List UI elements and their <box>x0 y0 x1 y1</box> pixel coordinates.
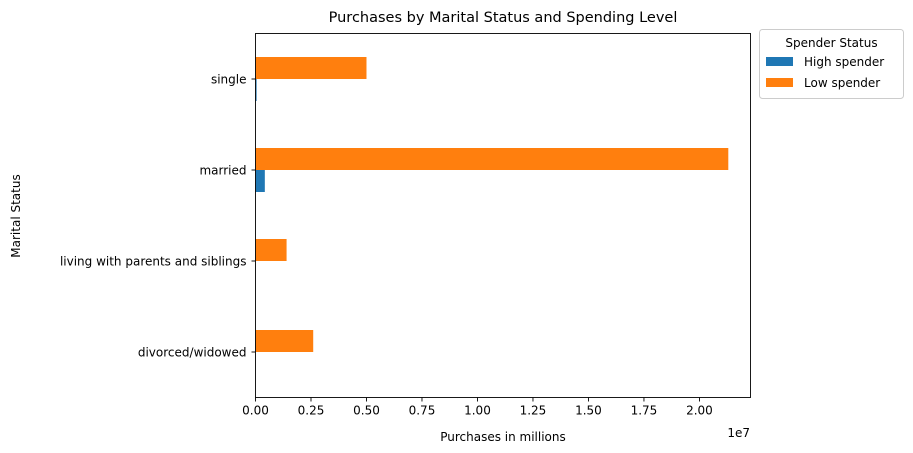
bar-low-spender-divorced-widowed <box>255 330 314 352</box>
y-tick-label: divorced/widowed <box>138 346 247 360</box>
x-tick-label: 1.50 <box>575 404 602 418</box>
legend-title: Spender Status <box>785 36 877 50</box>
plot-area: 0.00 0.25 0.50 0.75 1.00 1.25 1.50 1.75 2.00 div… <box>60 33 751 418</box>
legend-label: High spender <box>804 55 884 69</box>
y-tick-label: single <box>211 73 247 87</box>
x-tick-label: 0.75 <box>409 404 436 418</box>
legend-label: Low spender <box>804 76 880 90</box>
x-tick-label: 1.75 <box>631 404 658 418</box>
legend-swatch <box>766 57 793 66</box>
bar-low-spender-married <box>255 148 729 170</box>
x-tick-label: 1.00 <box>464 404 491 418</box>
bar-low-spender-living-with-parents-and-siblings <box>255 239 287 261</box>
x-axis-label: Purchases in millions <box>440 430 566 444</box>
y-tick-label: living with parents and siblings <box>60 255 247 269</box>
legend-frame <box>759 29 904 99</box>
plot-frame <box>255 33 751 398</box>
x-offset-label: 1e7 <box>727 426 750 440</box>
x-tick-label: 1.25 <box>520 404 547 418</box>
x-tick-label: 0.50 <box>353 404 380 418</box>
x-tick-label: 2.00 <box>686 404 713 418</box>
y-tick-label: married <box>199 164 246 178</box>
bar-high-spender-married <box>255 170 265 192</box>
chart-title: Purchases by Marital Status and Spending… <box>329 10 678 26</box>
y-axis-label: Marital Status <box>9 174 23 257</box>
bar-low-spender-single <box>255 57 367 79</box>
x-tick-label: 0.25 <box>298 404 325 418</box>
bar-high-spender-single <box>255 79 257 101</box>
legend: Spender Status High spender Low spender <box>759 29 904 99</box>
legend-swatch <box>766 78 793 87</box>
x-tick-label: 0.00 <box>242 404 269 418</box>
